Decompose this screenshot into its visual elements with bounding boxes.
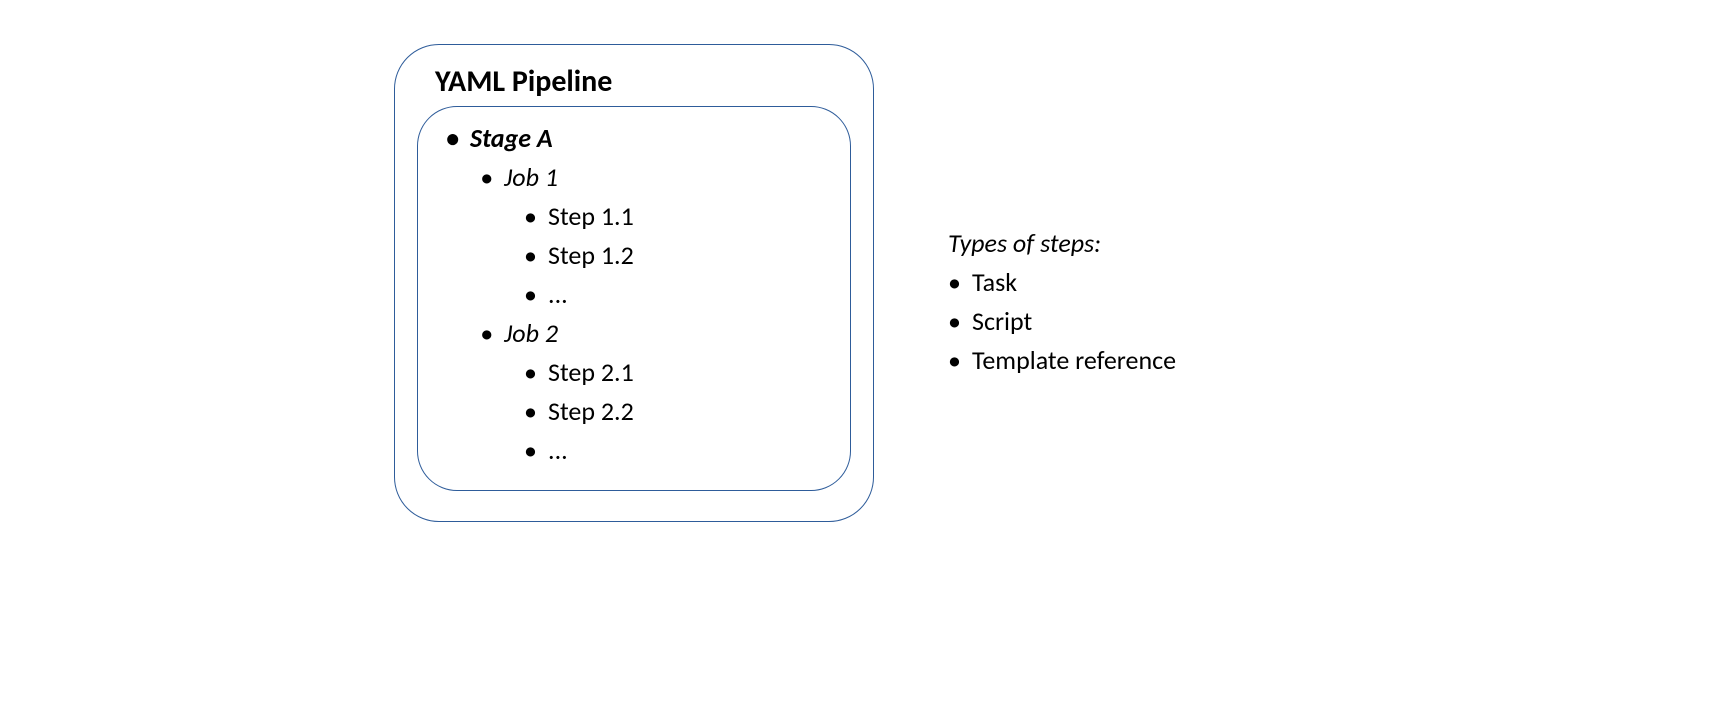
step-label: Step 1.1 <box>548 200 634 232</box>
stage-label: Stage A <box>470 122 553 154</box>
step-item: Step 2.1 <box>524 353 822 392</box>
job-label: Job 2 <box>504 317 558 349</box>
step-label: Step 1.2 <box>548 239 634 271</box>
step-item: Step 2.2 <box>524 392 822 431</box>
job-item: Job 2 <box>480 314 822 353</box>
step-label: Step 2.2 <box>548 395 634 427</box>
step-label: ... <box>548 434 568 466</box>
step-item: Step 1.1 <box>524 197 822 236</box>
types-item-label: Script <box>972 305 1032 337</box>
types-item: Task <box>948 263 1176 302</box>
types-title: Types of steps: <box>948 224 1176 263</box>
step-item: ... <box>524 275 822 314</box>
types-item-label: Task <box>972 266 1017 298</box>
types-item: Template reference <box>948 341 1176 380</box>
stage-item: Stage A <box>446 119 822 158</box>
types-item: Script <box>948 302 1176 341</box>
types-item-label: Template reference <box>972 344 1176 376</box>
step-item: ... <box>524 431 822 470</box>
job-item: Job 1 <box>480 158 822 197</box>
pipeline-title: YAML Pipeline <box>435 63 851 100</box>
job-label: Job 1 <box>504 161 558 193</box>
step-item: Step 1.2 <box>524 236 822 275</box>
step-label: ... <box>548 278 568 310</box>
stage-list: Stage A Job 1 Step 1.1 Step 1.2 ... Job … <box>446 119 822 470</box>
types-list: Task Script Template reference <box>948 263 1176 380</box>
pipeline-outer-box: YAML Pipeline Stage A Job 1 Step 1.1 Ste… <box>394 44 874 522</box>
step-label: Step 2.1 <box>548 356 634 388</box>
pipeline-inner-box: Stage A Job 1 Step 1.1 Step 1.2 ... Job … <box>417 106 851 491</box>
types-block: Types of steps: Task Script Template ref… <box>948 224 1176 380</box>
